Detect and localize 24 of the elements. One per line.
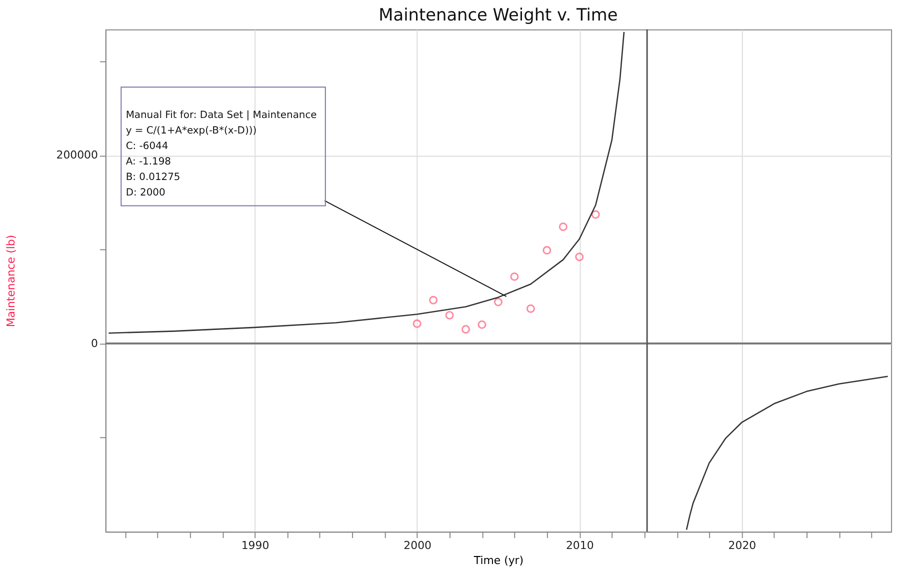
chart-title: Maintenance Weight v. Time [378, 4, 618, 25]
point [478, 320, 486, 329]
x-tick-label: 2000 [404, 539, 432, 552]
point [558, 222, 568, 232]
annotation: Manual Fit for: Data Set | Maintenance y = C/(1+A*exp(-B*(x-D))) C: -6044 A: -1.198 B: 0.01275 D: 2000 [126, 110, 317, 199]
y-axis-title: Maintenance (lb) [4, 234, 18, 328]
point [494, 298, 502, 306]
y-tick-label: 0 [91, 336, 98, 350]
point [412, 319, 422, 328]
point [526, 304, 535, 313]
point [575, 252, 584, 262]
x-tick-label: 2010 [566, 539, 594, 552]
x-tick-label: 1990 [241, 539, 270, 552]
point [542, 246, 552, 255]
x-tick-label: 2020 [728, 539, 756, 552]
point [429, 296, 438, 304]
point [462, 325, 470, 334]
x-axis-title: Time (yr) [472, 554, 524, 567]
point [591, 210, 600, 219]
y-tick-label: 200000 [56, 148, 98, 162]
line-series [108, 31, 625, 334]
line-series [686, 376, 888, 530]
point [510, 272, 519, 281]
point [445, 310, 454, 320]
